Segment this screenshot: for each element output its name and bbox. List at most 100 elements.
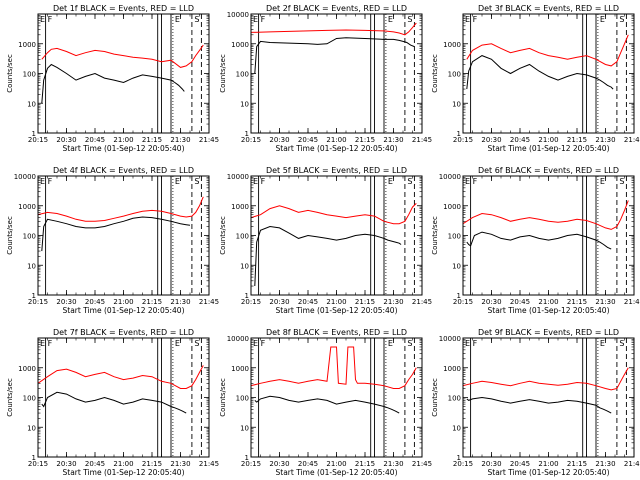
- series-line-events: [254, 395, 400, 414]
- x-axis-label: Start Time (01-Sep-12 20:05:40): [488, 468, 610, 477]
- series-line-lld: [38, 196, 204, 222]
- y-tick-label: 10000: [439, 335, 461, 343]
- x-tick-label: 21:45: [199, 298, 219, 306]
- series-line-events: [466, 55, 614, 90]
- corner-label: E: [175, 177, 180, 186]
- x-tick-label: 21:15: [567, 460, 587, 468]
- corner-label: S: [619, 339, 624, 348]
- x-tick-label: 20:45: [510, 460, 530, 468]
- x-tick-label: 20:30: [481, 136, 501, 144]
- x-tick-label: 20:45: [85, 460, 105, 468]
- plot-frame: [250, 175, 423, 296]
- x-tick-label: 21:15: [355, 298, 375, 306]
- y-tick-label: 10000: [227, 11, 249, 19]
- series-line-lld: [251, 203, 417, 225]
- corner-label: E: [175, 339, 180, 348]
- x-tick-label: 21:45: [624, 460, 640, 468]
- series-line-events: [41, 63, 185, 104]
- x-tick-label: 20:45: [85, 298, 105, 306]
- y-tick-label: 100: [448, 395, 461, 403]
- x-tick-label: 21:30: [383, 298, 403, 306]
- corner-label: S: [619, 177, 624, 186]
- x-axis-label: Start Time (01-Sep-12 20:05:40): [488, 306, 610, 315]
- x-axis-label: Start Time (01-Sep-12 20:05:40): [276, 144, 398, 153]
- x-tick-label: 21:00: [113, 298, 133, 306]
- x-tick-label: 21:00: [326, 136, 346, 144]
- y-tick-label: 1: [457, 292, 461, 300]
- x-tick-label: 21:00: [113, 136, 133, 144]
- x-tick-label: 20:15: [241, 460, 261, 468]
- corner-label: E: [465, 15, 470, 24]
- y-tick-label: 1: [457, 130, 461, 138]
- chart-title: Det 4f BLACK = Events, RED = LLD: [53, 166, 194, 175]
- y-tick-label: 10: [27, 424, 36, 432]
- y-tick-label: 1000: [443, 365, 461, 373]
- plot-frame: [37, 175, 210, 296]
- x-tick-label: 20:45: [298, 460, 318, 468]
- x-tick-label: 20:15: [28, 298, 48, 306]
- x-tick-label: 20:15: [28, 460, 48, 468]
- x-axis-label: Start Time (01-Sep-12 20:05:40): [63, 306, 185, 315]
- y-tick-label: 1000: [18, 41, 36, 49]
- corner-label: F: [48, 177, 53, 186]
- x-tick-label: 20:45: [298, 136, 318, 144]
- y-tick-label: 10: [240, 262, 249, 270]
- x-tick-label: 20:30: [481, 298, 501, 306]
- series-line-events: [254, 225, 402, 287]
- corner-label: F: [48, 339, 53, 348]
- x-tick-label: 21:30: [170, 136, 190, 144]
- plot-area: [251, 338, 417, 457]
- y-tick-label: 1000: [231, 203, 249, 211]
- y-tick-label: 1: [245, 292, 249, 300]
- series-line-lld: [251, 22, 417, 36]
- x-tick-label: 21:45: [412, 136, 432, 144]
- x-tick-label: 21:15: [567, 136, 587, 144]
- plot-frame: [37, 13, 210, 134]
- chart-title: Det 6f BLACK = Events, RED = LLD: [478, 166, 619, 175]
- corner-label: S: [407, 15, 412, 24]
- corner-label: F: [473, 177, 478, 186]
- y-tick-label: 1: [32, 454, 36, 462]
- series-line-events: [466, 396, 612, 414]
- corner-label: E: [388, 177, 393, 186]
- series-line-events: [466, 231, 612, 250]
- y-tick-label: 100: [448, 71, 461, 79]
- corner-label: F: [473, 15, 478, 24]
- x-tick-label: 21:15: [142, 136, 162, 144]
- x-tick-label: 21:00: [538, 136, 558, 144]
- y-tick-label: 10: [240, 100, 249, 108]
- corner-label: S: [194, 15, 199, 24]
- x-tick-label: 20:30: [56, 460, 76, 468]
- corner-label: F: [261, 177, 266, 186]
- y-tick-label: 1000: [18, 365, 36, 373]
- series-line-lld: [466, 34, 629, 67]
- corner-label: E: [600, 15, 605, 24]
- y-axis-label: Counts/sec: [6, 216, 14, 255]
- x-tick-label: 20:45: [298, 298, 318, 306]
- plot-frame: [462, 13, 635, 134]
- corner-label: E: [600, 177, 605, 186]
- corner-label: E: [465, 339, 470, 348]
- y-tick-label: 10: [452, 262, 461, 270]
- y-axis-label: Counts/sec: [431, 216, 439, 255]
- plot-area: [251, 176, 417, 295]
- chart-title: Det 1f BLACK = Events, RED = LLD: [53, 4, 194, 13]
- plot-area: [463, 176, 629, 295]
- x-tick-label: 21:30: [170, 460, 190, 468]
- series-line-events: [41, 391, 187, 414]
- x-tick-label: 21:30: [170, 298, 190, 306]
- series-line-lld: [463, 367, 629, 391]
- x-tick-label: 20:15: [453, 136, 473, 144]
- plot-area: [41, 14, 204, 133]
- y-tick-label: 10000: [227, 173, 249, 181]
- x-tick-label: 20:30: [56, 136, 76, 144]
- y-tick-label: 100: [236, 71, 249, 79]
- y-tick-label: 1000: [443, 203, 461, 211]
- x-tick-label: 20:15: [241, 136, 261, 144]
